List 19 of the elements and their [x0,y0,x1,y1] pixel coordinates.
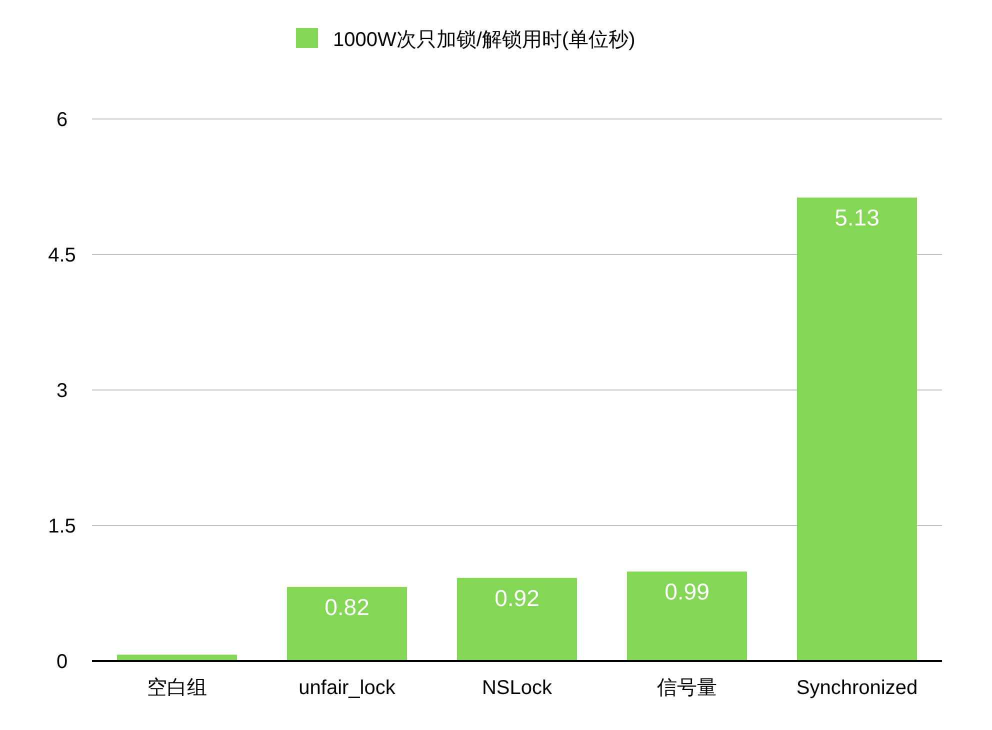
y-tick-label: 4.5 [48,244,76,266]
x-tick-label: 信号量 [657,677,717,699]
x-tick-label: NSLock [482,677,554,699]
bar [287,586,407,661]
data-label: 0.99 [664,578,710,605]
bar [797,198,917,661]
data-label: 0.82 [324,594,370,620]
y-tick-label: 0 [56,651,68,673]
x-tick-label: Synchronized [796,677,918,699]
y-tick-label: 1.5 [48,516,76,538]
x-tick-label: 空白组 [147,677,207,699]
data-label: 5.13 [834,204,880,231]
bar [627,572,747,661]
y-tick-label: 6 [56,109,68,131]
bar [457,578,577,661]
legend-label: 1000W次只加锁/解锁用时(单位秒) [333,29,636,51]
data-label: 0.92 [494,584,540,611]
y-tick-label: 3 [56,380,68,402]
x-tick-label: unfair_lock [298,677,396,699]
